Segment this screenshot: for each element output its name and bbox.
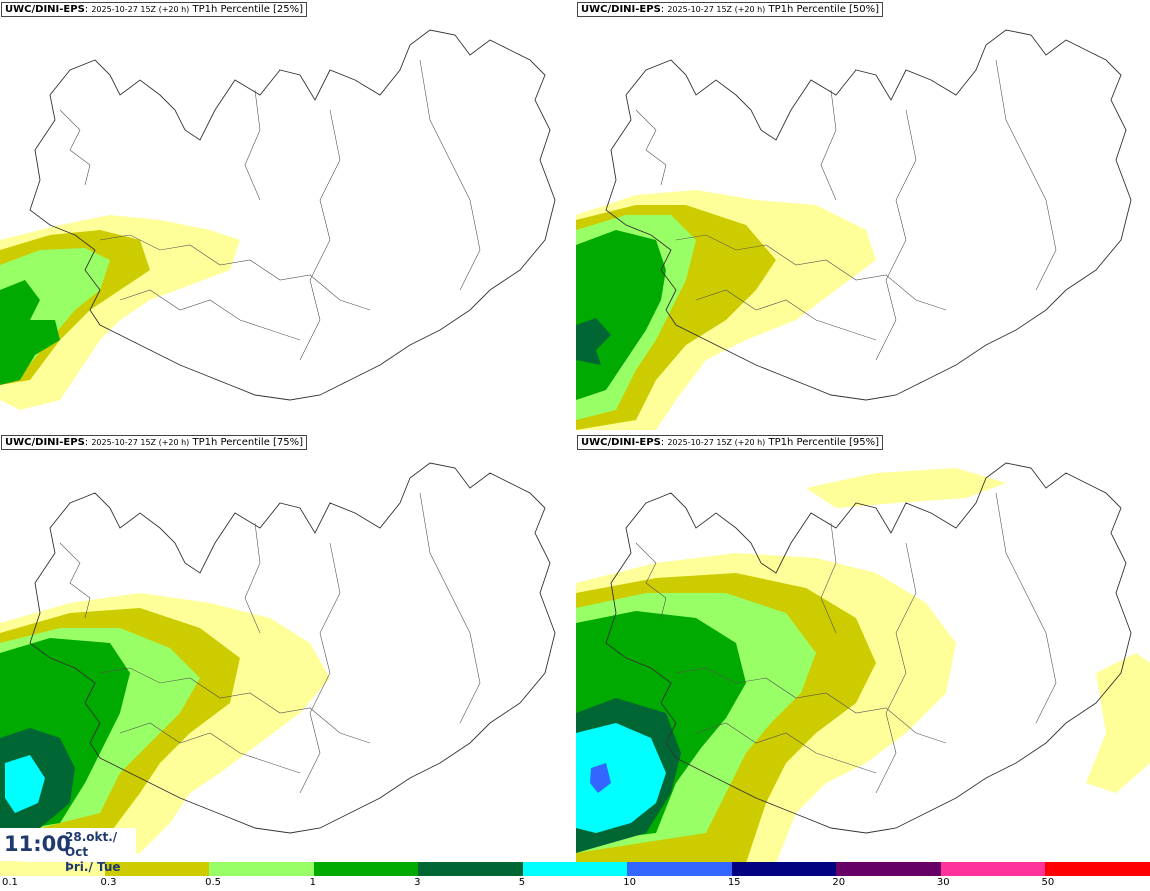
valid-time: 11:00 <box>4 832 71 856</box>
legend-tick-label: 15 <box>727 877 741 888</box>
legend-swatch <box>940 862 1046 876</box>
run-label: 2025-10-27 15Z (+20 h) <box>667 5 766 14</box>
model-label: UWC/DINI-EPS <box>5 437 85 448</box>
legend-colorbar <box>0 862 1150 876</box>
legend-swatch <box>104 862 210 876</box>
legend-tick-label: 0.5 <box>205 877 221 888</box>
precip-map-p25 <box>0 29 556 410</box>
map-panel-p75: UWC/DINI-EPS: 2025-10-27 15Z (+20 h) TP1… <box>0 433 574 863</box>
legend-tick-label: 3 <box>414 877 421 888</box>
map-panel-p25: UWC/DINI-EPS: 2025-10-27 15Z (+20 h) TP1… <box>0 0 574 430</box>
product-label: TP1h Percentile [25%] <box>192 4 304 15</box>
valid-day-text: Þri./ Tue <box>65 860 121 874</box>
legend-tick-label: 30 <box>936 877 950 888</box>
model-label: UWC/DINI-EPS <box>581 437 661 448</box>
legend-tick-label: 0.1 <box>2 877 18 888</box>
valid-date-text: 28.okt./ Oct <box>65 830 118 859</box>
valid-date: 28.okt./ Oct Þri./ Tue <box>65 830 136 875</box>
legend-tick-label: 50 <box>1041 877 1055 888</box>
product-label: TP1h Percentile [75%] <box>192 437 304 448</box>
valid-time-box: 11:00 28.okt./ Oct Þri./ Tue <box>0 828 136 874</box>
legend-swatch <box>522 862 628 876</box>
panel-title-p50: UWC/DINI-EPS: 2025-10-27 15Z (+20 h) TP1… <box>577 2 884 17</box>
precip-map-p75 <box>0 462 556 863</box>
precip-map-p95 <box>576 462 1150 863</box>
legend-swatch <box>209 862 314 876</box>
panel-title-p95: UWC/DINI-EPS: 2025-10-27 15Z (+20 h) TP1… <box>577 435 884 450</box>
legend-ticks: 0.1 0.3 0.5 1 3 5 10 15 20 30 50 <box>0 877 1150 891</box>
map-panel-p50: UWC/DINI-EPS: 2025-10-27 15Z (+20 h) TP1… <box>576 0 1150 430</box>
run-label: 2025-10-27 15Z (+20 h) <box>667 438 766 447</box>
legend-tick-label: 5 <box>518 877 526 888</box>
legend-swatch <box>1045 862 1150 876</box>
precip-map-p50 <box>576 29 1132 430</box>
legend-swatch <box>731 862 837 876</box>
legend-swatch <box>313 862 419 876</box>
legend-tick-label: 10 <box>623 877 636 888</box>
legend-swatch <box>418 862 523 876</box>
legend-tick-label: 20 <box>832 877 846 888</box>
product-label: TP1h Percentile [50%] <box>768 4 880 15</box>
map-panel-p95: UWC/DINI-EPS: 2025-10-27 15Z (+20 h) TP1… <box>576 433 1150 863</box>
model-label: UWC/DINI-EPS <box>5 4 85 15</box>
panel-title-p75: UWC/DINI-EPS: 2025-10-27 15Z (+20 h) TP1… <box>1 435 308 450</box>
legend-tick-label: 1 <box>309 877 316 888</box>
legend-swatch <box>627 862 732 876</box>
model-label: UWC/DINI-EPS <box>581 4 661 15</box>
run-label: 2025-10-27 15Z (+20 h) <box>91 438 190 447</box>
run-label: 2025-10-27 15Z (+20 h) <box>91 5 190 14</box>
legend-swatch <box>836 862 941 876</box>
legend-tick-label: 0.3 <box>100 877 117 888</box>
product-label: TP1h Percentile [95%] <box>768 437 880 448</box>
panel-title-p25: UWC/DINI-EPS: 2025-10-27 15Z (+20 h) TP1… <box>1 2 308 17</box>
legend-swatch <box>0 862 105 876</box>
